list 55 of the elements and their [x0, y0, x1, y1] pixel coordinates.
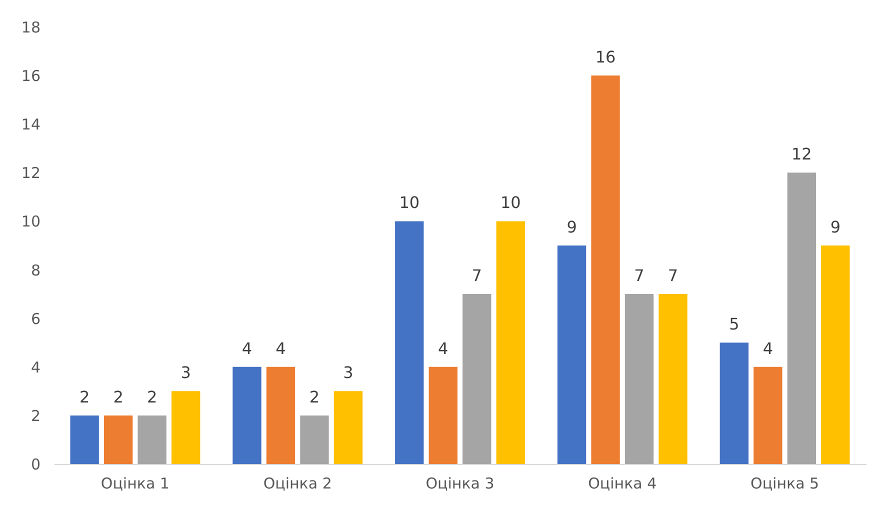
- bar: [70, 415, 99, 464]
- data-label: 2: [309, 387, 320, 406]
- bar: [138, 415, 166, 464]
- bar: [821, 246, 850, 464]
- y-tick-label: 18: [21, 18, 40, 36]
- data-label: 9: [566, 218, 577, 236]
- bar: [754, 366, 782, 464]
- bar: [658, 294, 688, 464]
- bar: [232, 366, 262, 464]
- bar: [300, 415, 329, 464]
- bar: [428, 366, 458, 464]
- x-tick-label: Оцінка 1: [100, 474, 170, 492]
- data-label: 5: [729, 314, 740, 334]
- data-label: 2: [146, 387, 158, 406]
- y-tick-label: 10: [21, 212, 40, 231]
- bar: [395, 221, 424, 464]
- data-label: 4: [438, 338, 448, 358]
- data-label: 4: [276, 338, 286, 358]
- data-label: 3: [343, 363, 354, 382]
- y-tick-label: 0: [30, 456, 40, 474]
- bar: [496, 221, 525, 464]
- y-tick-label: 16: [21, 67, 40, 86]
- data-label: 2: [79, 387, 90, 406]
- y-tick-label: 14: [21, 116, 40, 134]
- y-tick-label: 4: [30, 358, 40, 376]
- x-tick-label: Оцінка 2: [263, 474, 332, 492]
- data-label: 10: [500, 193, 521, 212]
- data-label: 16: [595, 48, 616, 67]
- data-label: 9: [830, 218, 841, 236]
- x-tick-label: Оцінка 4: [588, 474, 657, 492]
- bar: [334, 391, 363, 464]
- data-label: 2: [113, 387, 124, 406]
- data-label: 7: [668, 266, 678, 286]
- x-tick-label: Оцінка 3: [426, 474, 494, 492]
- bar: [104, 415, 133, 464]
- bar: [171, 391, 200, 464]
- y-tick-label: 8: [30, 261, 40, 280]
- y-tick-label: 12: [21, 164, 40, 182]
- x-tick-label: Оцінка 5: [750, 474, 820, 492]
- bar: [591, 76, 620, 464]
- bar: [624, 294, 654, 464]
- bar: [557, 246, 586, 464]
- data-label: 10: [399, 193, 420, 212]
- data-label: 3: [180, 363, 191, 382]
- data-label: 4: [762, 338, 774, 358]
- y-tick-label: 6: [30, 310, 40, 328]
- bar: [787, 172, 816, 464]
- bar: [720, 342, 749, 464]
- bar: [462, 294, 492, 464]
- y-tick-label: 2: [30, 406, 40, 425]
- bar: [266, 366, 296, 464]
- data-label: 7: [472, 266, 482, 286]
- data-label: 4: [242, 338, 252, 358]
- data-label: 12: [791, 144, 812, 164]
- data-label: 7: [634, 266, 644, 286]
